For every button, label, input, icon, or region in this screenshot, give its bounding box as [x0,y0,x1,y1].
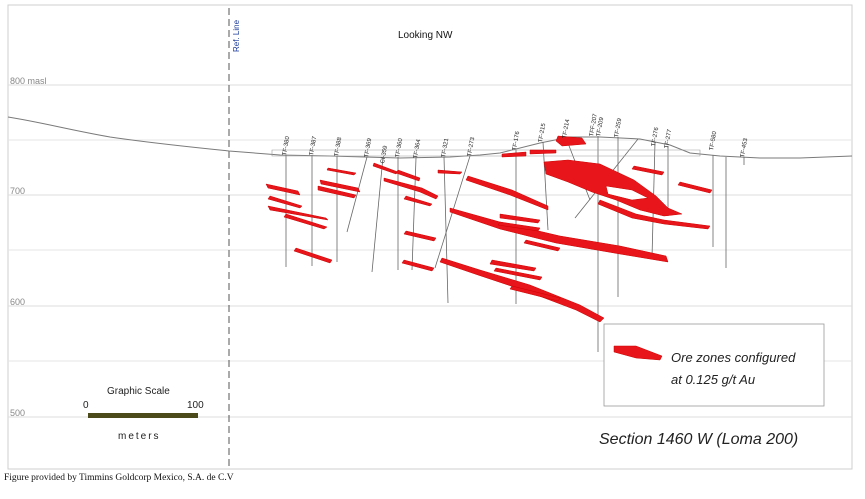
ore-zone [372,162,399,175]
elevation-label: 700 [10,186,26,196]
view-direction-label: Looking NW [398,30,453,41]
scale-bar-title: Graphic Scale [107,386,170,397]
ore-zone [499,213,541,224]
legend-swatch [613,345,663,361]
ore-zone [267,195,303,209]
ore-zone [437,169,463,175]
ore-zone [631,165,665,176]
figure-frame [7,4,853,470]
ore-zone [439,257,605,323]
elevation-label: 600 [10,297,26,307]
scale-bar-max-label: 100 [187,400,204,411]
ore-zone [326,167,357,176]
elevation-label: 800 masl [10,76,47,86]
ore-zone [509,285,561,302]
legend-text-line1: Ore zones configured [671,350,796,365]
ore-zone [267,205,329,221]
ore-zone [403,195,433,207]
figure-credit: Figure provided by Timmins Goldcorp Mexi… [4,473,234,483]
ore-zone [449,207,669,263]
ore-zone [497,221,541,232]
ore-zone [597,199,711,230]
ore-zone [283,213,328,230]
ore-zone [383,177,439,200]
ore-zone-inner-gap [605,185,649,201]
ore-zone [403,230,437,242]
ore-zone [293,247,333,264]
legend-text-line2: at 0.125 g/t Au [671,372,756,387]
ore-zone [489,259,537,272]
ore-zone [265,183,301,196]
elevation-label: 500 [10,408,26,418]
topography-profile [7,116,853,159]
reference-line-label: Ref. Line [232,19,241,52]
scale-bar-units: meters [118,431,161,442]
ore-zone [501,151,527,158]
section-title: Section 1460 W (Loma 200) [599,431,799,448]
ore-zone [555,135,587,147]
ore-zone [493,267,543,281]
scale-bar-min-label: 0 [83,400,89,411]
ore-zone [317,185,357,199]
ore-zones [265,135,713,323]
legend-box [603,323,825,407]
ore-zone [401,259,435,272]
drill-hole-traces [285,136,745,352]
ore-zone [319,179,361,193]
ore-zone [523,239,561,252]
scale-bar [88,413,198,418]
ore-zone [395,169,421,182]
ore-zone [529,149,557,155]
ore-zone [677,181,713,194]
ore-zone [465,175,549,211]
collar-platform [271,149,701,157]
